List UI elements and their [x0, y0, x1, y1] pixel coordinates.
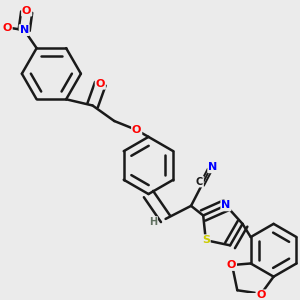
Text: C: C: [196, 177, 203, 187]
Text: O: O: [227, 260, 236, 270]
Text: O: O: [2, 22, 12, 33]
Text: O: O: [132, 125, 141, 135]
Text: O: O: [256, 290, 266, 300]
Text: N: N: [208, 162, 218, 172]
Text: S: S: [202, 235, 210, 245]
Text: N: N: [221, 200, 230, 210]
Text: H: H: [149, 217, 157, 227]
Text: O: O: [96, 79, 105, 89]
Text: O: O: [22, 6, 32, 16]
Text: N: N: [20, 25, 29, 35]
